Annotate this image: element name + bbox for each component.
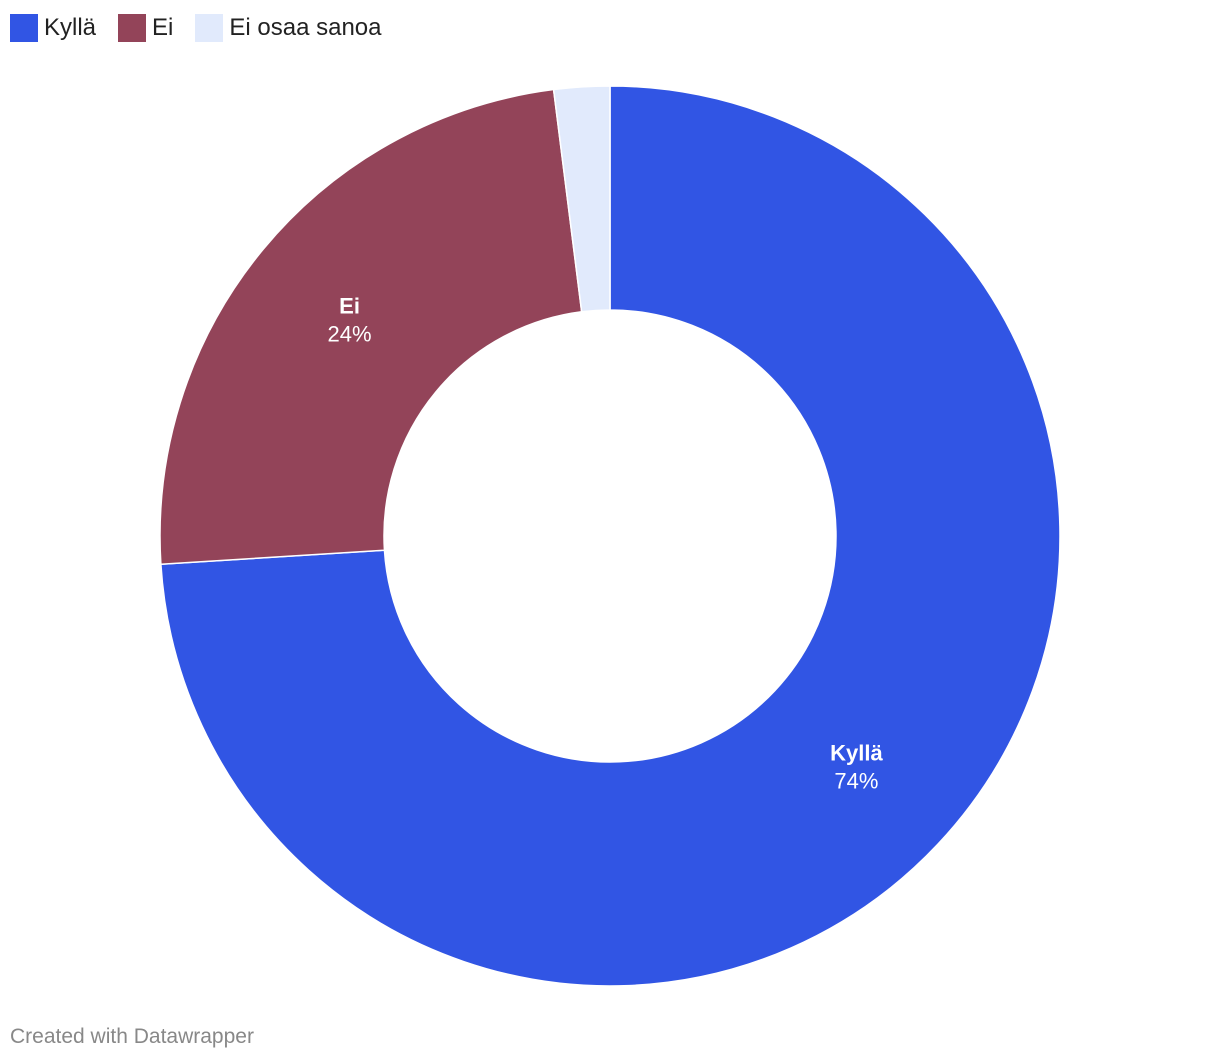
legend-swatch-kylla [10, 14, 38, 42]
legend-swatch-ei-osaa-sanoa [195, 14, 224, 42]
slice-label-name-ei: Ei [339, 294, 360, 319]
donut-slices [159, 85, 1061, 987]
slice-label-name-kylla: Kyllä [830, 740, 883, 765]
chart-legend: Kyllä Ei Ei osaa sanoa [10, 13, 403, 43]
slice-ei-osaa-sanoa [552, 85, 611, 313]
legend-swatch-ei [118, 14, 147, 42]
legend-label-ei: Ei [152, 14, 174, 41]
legend-label-ei-osaa-sanoa: Ei osaa sanoa [229, 14, 382, 41]
slice-kylla [160, 85, 1061, 987]
donut-labels: Kyllä 74% Ei 24% [328, 294, 884, 794]
credit-text: Created with Datawrapper [10, 1025, 254, 1048]
legend-label-kylla: Kyllä [44, 14, 97, 41]
slice-label-value-ei: 24% [328, 322, 372, 347]
slice-ei [159, 88, 583, 566]
legend-item-ei: Ei [118, 14, 173, 42]
legend-item-kylla: Kyllä [10, 14, 96, 42]
legend-item-ei-osaa-sanoa: Ei osaa sanoa [195, 14, 381, 42]
slice-label-value-kylla: 74% [834, 768, 878, 793]
